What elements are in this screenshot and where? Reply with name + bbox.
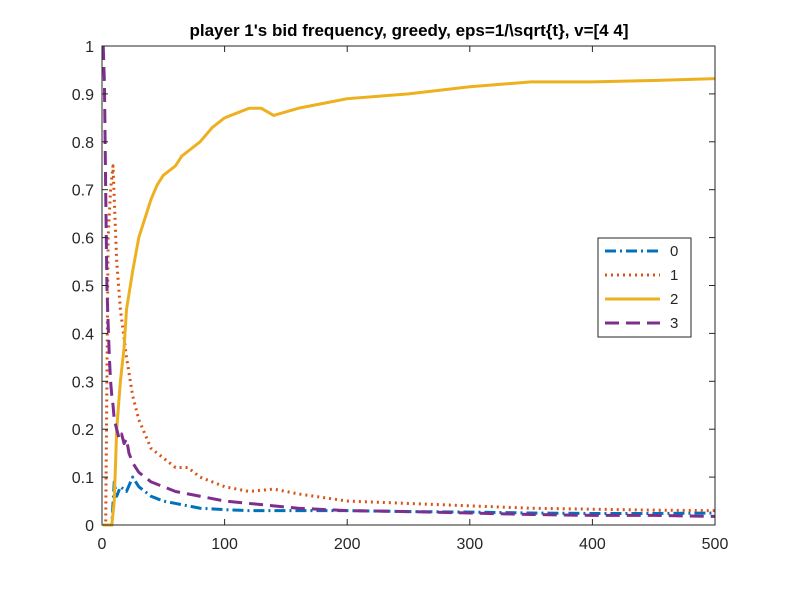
x-tick-label: 200: [334, 536, 361, 553]
y-tick-label: 0.5: [72, 279, 94, 296]
y-tick-label: 0: [85, 518, 94, 535]
x-tick-label: 400: [579, 536, 606, 553]
legend-label-3: 3: [670, 315, 678, 332]
series-layer: [101, 45, 716, 527]
y-tick-label: 0.2: [72, 422, 94, 439]
series-line-0: [103, 475, 716, 527]
legend-box: [597, 237, 692, 338]
legend: 0 1 2 3: [597, 237, 692, 338]
y-tick-label: 0.8: [72, 135, 94, 152]
y-tick-label: 0.4: [72, 326, 94, 343]
y-tick-label: 0.6: [72, 231, 94, 248]
chart-title: player 1's bid frequency, greedy, eps=1/…: [190, 21, 629, 40]
legend-label-0: 0: [670, 243, 678, 260]
series-line-3: [101, 45, 716, 518]
y-tick-label: 0.9: [72, 87, 94, 104]
y-tick-label: 1: [85, 39, 94, 56]
x-tick-label: 100: [211, 536, 238, 553]
axis-layer: 0 100 200 300 400 500 0 0.1 0.2 0.3 0.4 0.5 0.6 0.7 0.…: [72, 39, 729, 553]
series-line-2: [103, 77, 716, 527]
y-tick-label: 0.7: [72, 183, 94, 200]
legend-label-2: 2: [670, 291, 678, 308]
x-tick-label: 0: [98, 536, 107, 553]
x-tick-label: 500: [702, 536, 729, 553]
series-line-1: [103, 164, 716, 527]
y-tick-label: 0.1: [72, 470, 94, 487]
y-tick-label: 0.3: [72, 374, 94, 391]
x-tick-label: 300: [456, 536, 483, 553]
legend-label-1: 1: [670, 267, 678, 284]
